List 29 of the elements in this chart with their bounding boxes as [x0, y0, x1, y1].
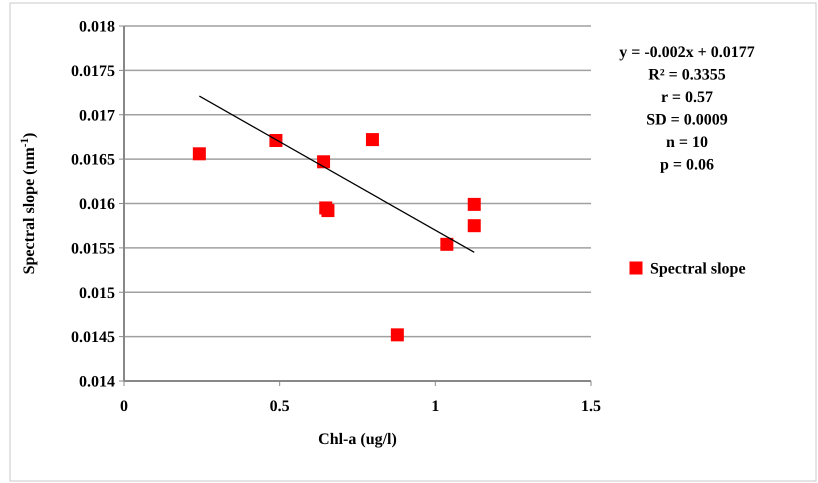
- y-tick-label: 0.015: [79, 284, 115, 302]
- x-tick-label: 0.5: [270, 398, 290, 415]
- point: [440, 238, 454, 251]
- point: [317, 155, 330, 168]
- legend-label: Spectral slope: [650, 260, 746, 278]
- point: [468, 198, 481, 211]
- y-tick-label: 0.0165: [71, 152, 115, 169]
- x-axis-title: Chl-a (ug/l): [318, 431, 397, 448]
- text: SD = 0.0009: [646, 112, 728, 128]
- y-tick-label: 0.017: [79, 107, 115, 124]
- text: R² = 0.3355: [648, 66, 726, 84]
- y-tick-label: 0.0175: [71, 62, 115, 80]
- point: [366, 133, 379, 146]
- y-tick-label: 0.016: [79, 196, 115, 214]
- point: [192, 147, 206, 160]
- point: [321, 204, 334, 218]
- y-tick-label: 0.014: [79, 374, 115, 391]
- point: [468, 219, 481, 232]
- y-tick-label: 0.018: [79, 18, 115, 36]
- y-tick-label: 0.0155: [71, 240, 115, 258]
- point: [390, 328, 404, 342]
- text: r = 0.57: [661, 89, 713, 106]
- x-tick-label: 0: [120, 398, 128, 415]
- text: p = 0.06: [660, 156, 714, 174]
- text: n = 10: [666, 134, 708, 151]
- x-tick-label: 1.5: [581, 398, 601, 415]
- text: y = -0.002x + 0.0177: [619, 44, 755, 61]
- y-tick-label: 0.0145: [71, 329, 115, 346]
- x-tick-label: 1: [431, 398, 440, 415]
